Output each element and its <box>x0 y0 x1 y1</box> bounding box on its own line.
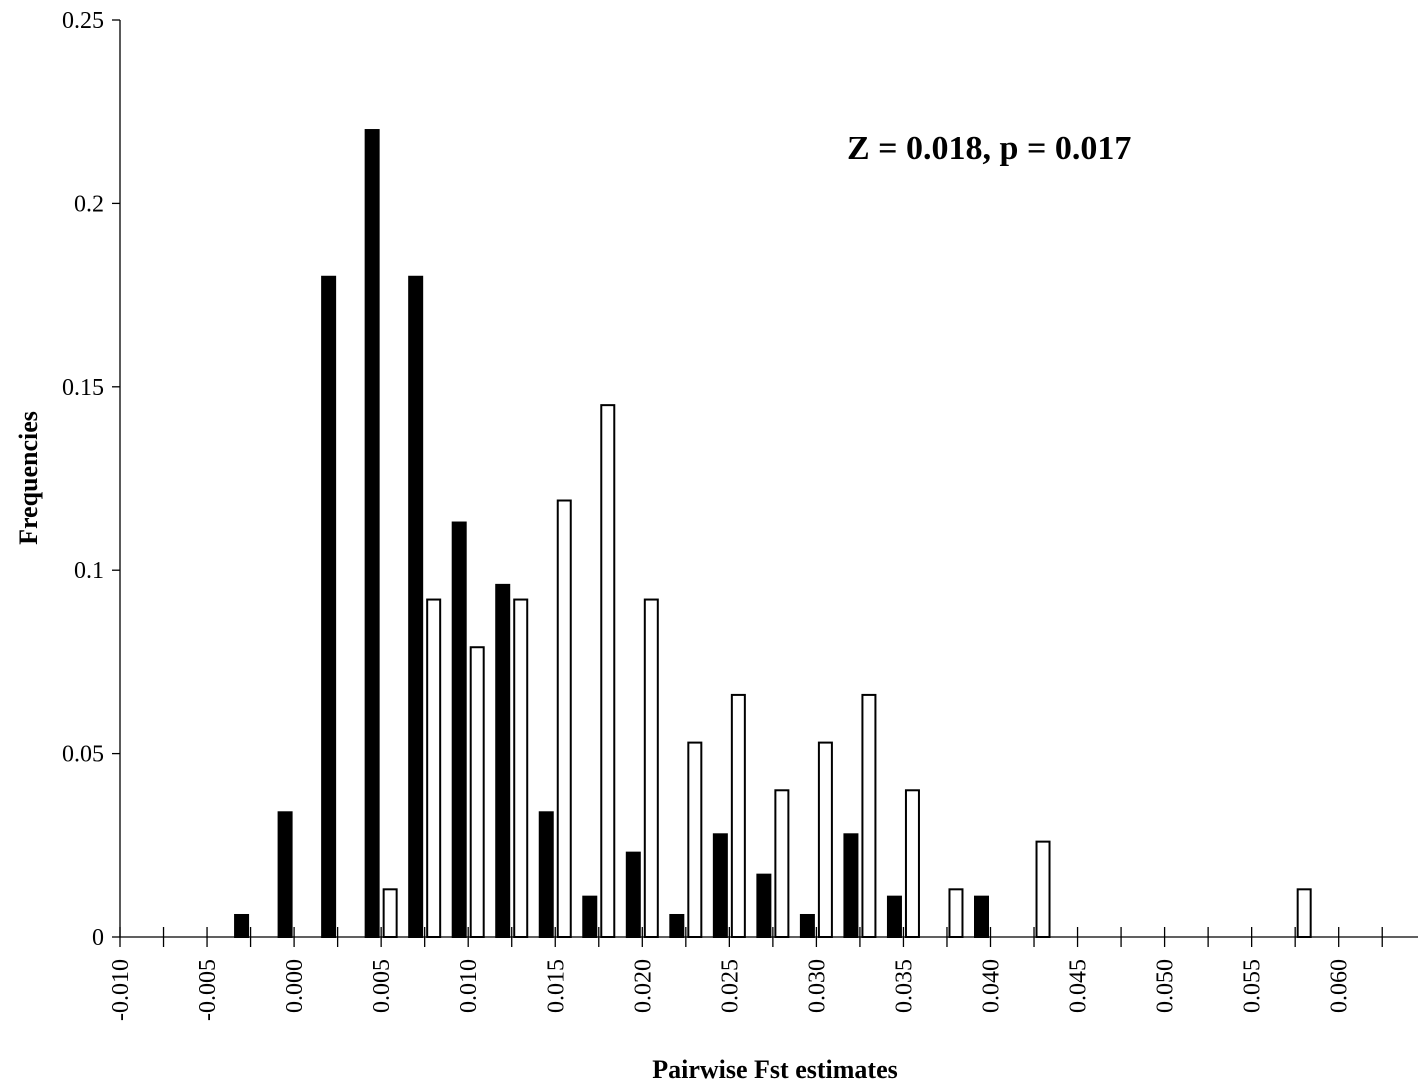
y-axis-title: Frequencies <box>14 411 43 545</box>
tick-labels: 0 0.05 0.1 0.15 0.2 0.25 -0.010 -0.005 0.000 0.00… <box>62 8 1353 1021</box>
x-tick-label: 0.035 <box>891 959 917 1013</box>
x-tick-label: 0.045 <box>1066 959 1092 1013</box>
bar-hollow <box>1296 888 1312 938</box>
y-tick-label: 0.15 <box>62 375 104 401</box>
x-tick-label: 0.060 <box>1327 959 1353 1013</box>
x-tick-label: -0.005 <box>195 959 221 1021</box>
bar-filled <box>364 129 380 939</box>
bar-hollow <box>904 789 920 939</box>
bar-hollow <box>426 598 442 938</box>
axes <box>112 19 1418 947</box>
x-tick-label: 0.055 <box>1240 959 1266 1013</box>
x-tick-label: 0.005 <box>369 959 395 1013</box>
bar-filled <box>234 913 250 939</box>
bar-filled <box>843 833 859 939</box>
bar-filled <box>277 811 293 939</box>
bar-filled <box>799 913 815 939</box>
x-axis-title: Pairwise Fst estimates <box>652 1055 897 1084</box>
bar-hollow <box>730 693 746 938</box>
bar-hollow <box>948 888 964 938</box>
bar-hollow <box>861 693 877 938</box>
bar-filled <box>712 833 728 939</box>
bar-hollow <box>513 598 529 938</box>
bar-hollow <box>774 789 790 939</box>
y-tick-label: 0 <box>92 925 104 951</box>
bar-filled <box>451 521 467 938</box>
bar-filled <box>582 895 598 938</box>
x-tick-label: 0.015 <box>543 959 569 1013</box>
bar-hollow <box>687 741 703 939</box>
x-tick-label: 0.025 <box>717 959 743 1013</box>
x-tick-label: 0.030 <box>804 959 830 1013</box>
y-tick-label: 0.2 <box>74 191 104 217</box>
x-tick-label: 0.010 <box>456 959 482 1013</box>
bar-hollow <box>556 499 572 938</box>
bar-filled <box>495 583 511 938</box>
bar-filled <box>974 895 989 938</box>
x-tick-label: 0.040 <box>979 959 1005 1013</box>
bar-hollow <box>643 598 659 938</box>
x-tick-label: 0.000 <box>282 959 308 1013</box>
y-tick-label: 0.1 <box>74 558 104 584</box>
bar-filled <box>408 275 424 938</box>
bar-hollow <box>817 741 833 939</box>
x-tick-label: 0.020 <box>630 959 656 1013</box>
bars <box>234 129 1312 939</box>
bar-filled <box>669 913 685 939</box>
y-tick-label: 0.25 <box>62 8 104 34</box>
bar-hollow <box>600 404 616 938</box>
bar-filled <box>756 873 772 938</box>
statistics-annotation: Z = 0.018, p = 0.017 <box>847 130 1131 167</box>
y-tick-label: 0.05 <box>62 742 104 768</box>
bar-hollow <box>382 888 398 938</box>
bar-filled <box>538 811 554 939</box>
bar-filled <box>625 851 641 938</box>
bar-filled <box>321 275 337 938</box>
x-tick-label: -0.010 <box>108 959 134 1021</box>
bar-filled <box>886 895 902 938</box>
bar-hollow <box>469 646 485 939</box>
bar-hollow <box>1035 840 1051 939</box>
x-tick-label: 0.050 <box>1153 959 1179 1013</box>
